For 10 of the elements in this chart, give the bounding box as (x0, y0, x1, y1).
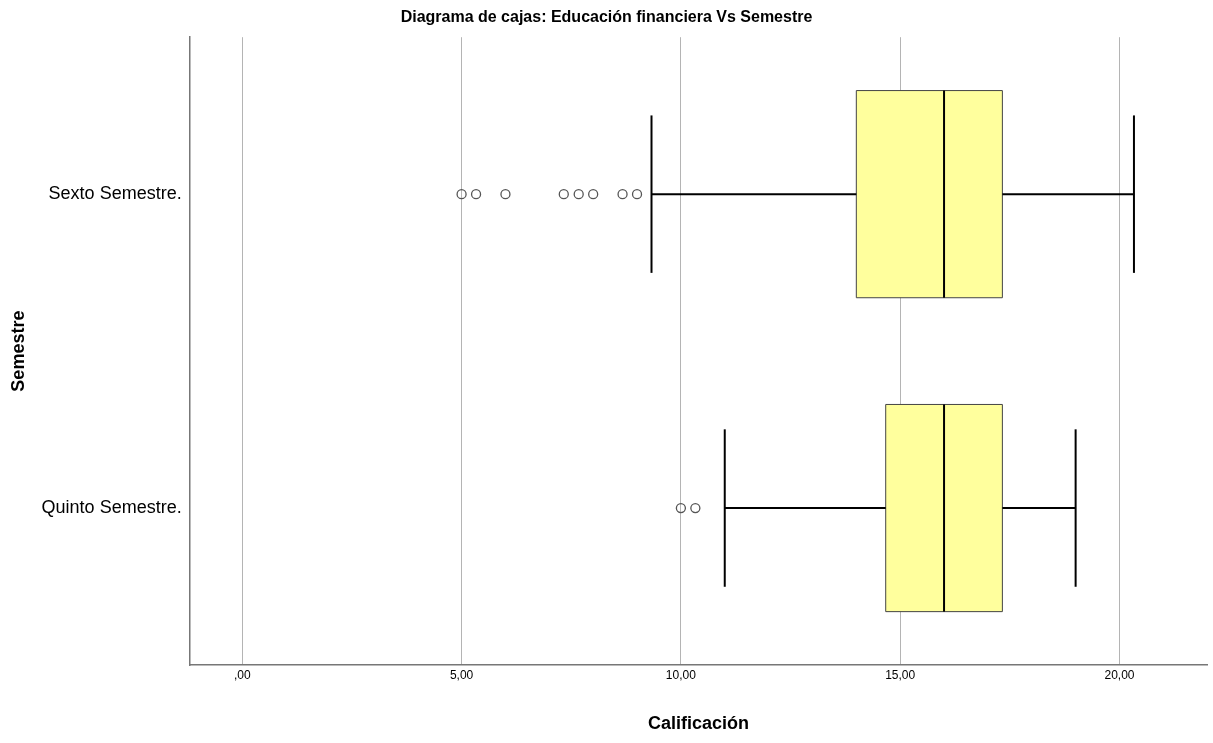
x-tick-label: 20,00 (1104, 667, 1135, 682)
y-tick-label: Sexto Semestre. (48, 183, 182, 204)
chart-title: Diagrama de cajas: Educación financiera Vs Semestre (400, 8, 813, 26)
x-tick-label: 10,00 (665, 667, 697, 682)
x-tick-label: 15,00 (885, 667, 916, 682)
y-tick-label: Quinto Semestre. (41, 497, 182, 518)
x-tick-label: 5,00 (449, 667, 474, 682)
x-axis-title: Calificación (647, 713, 749, 734)
y-axis-title: Semestre (7, 310, 28, 392)
x-tick-label: ,00 (233, 667, 251, 682)
